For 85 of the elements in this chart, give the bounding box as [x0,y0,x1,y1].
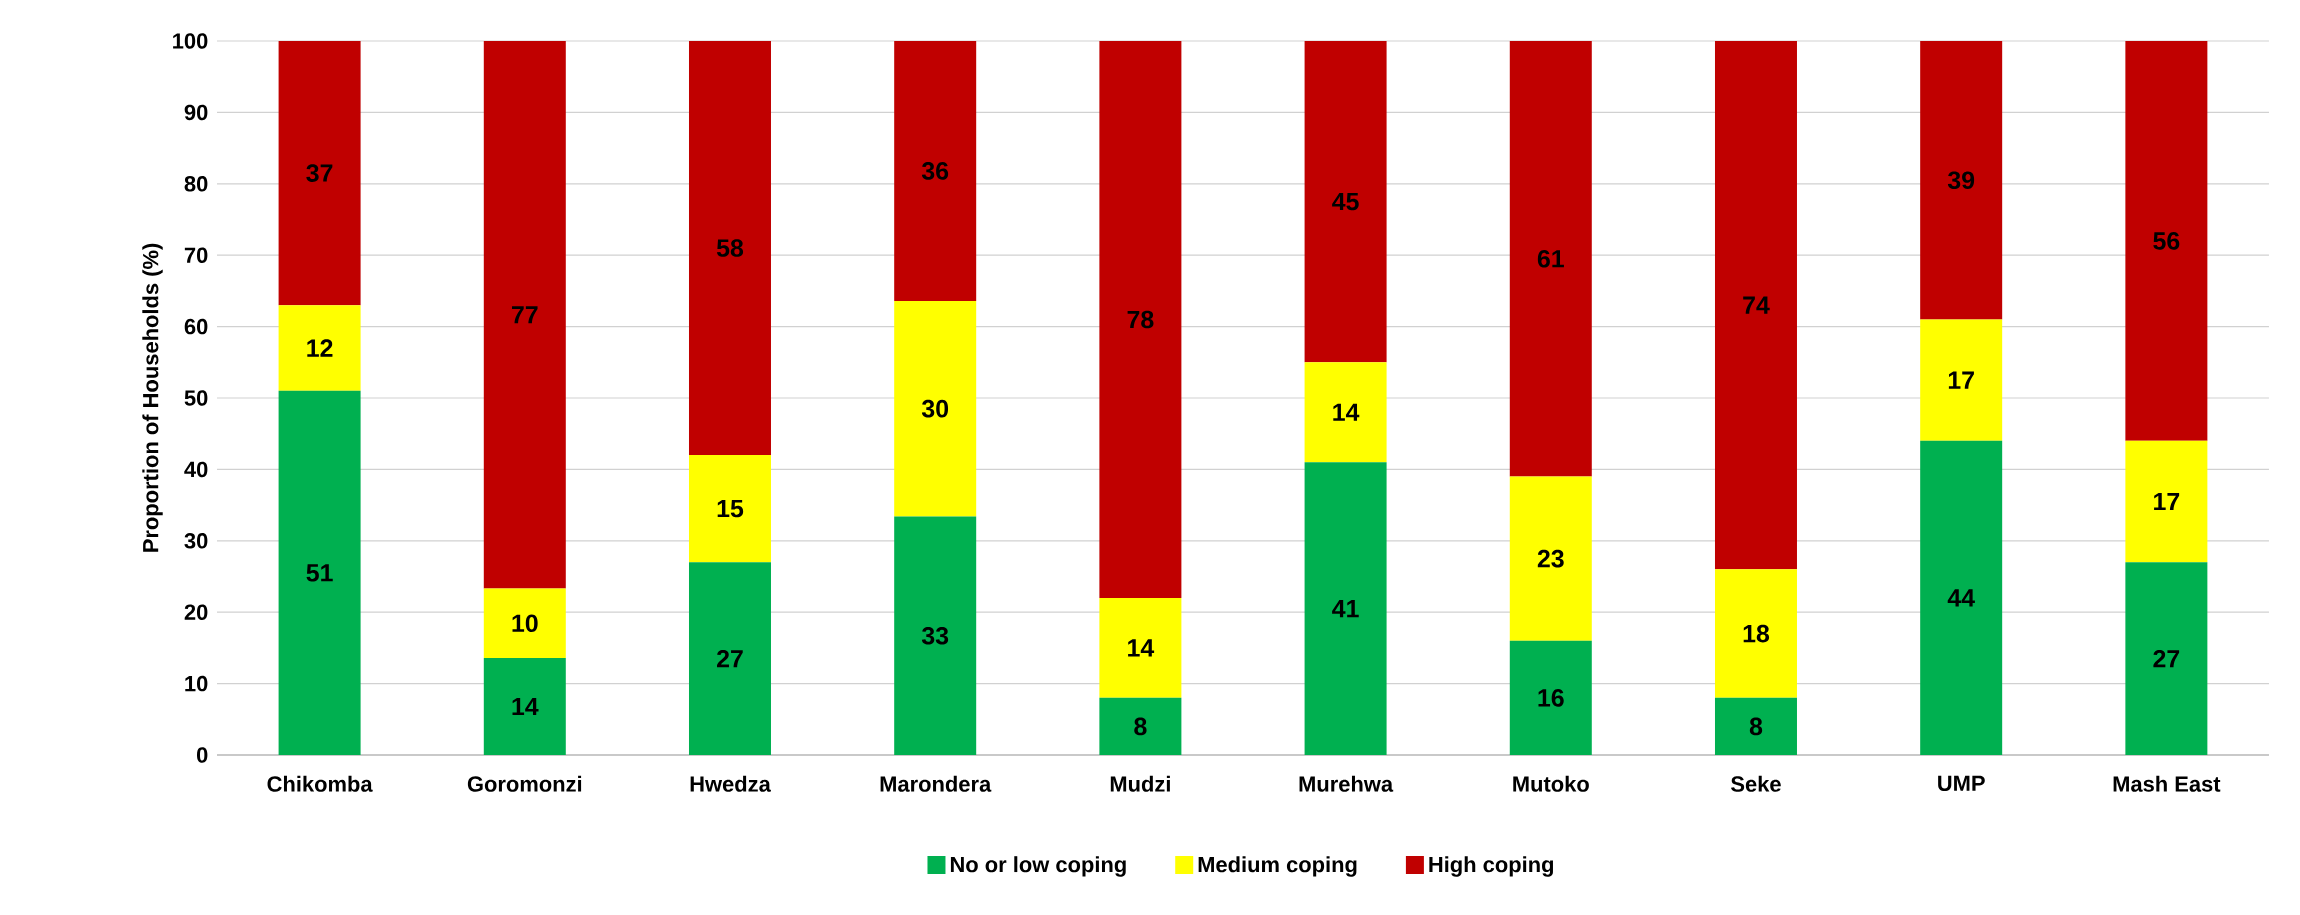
x-tick-label: Hwedza [690,775,771,792]
legend-label: Medium coping [1198,856,1357,877]
data-label: 45 [1332,192,1359,211]
data-label: 51 [306,564,333,582]
bar [1099,597,1182,698]
data-label: 78 [1127,310,1154,329]
data-label: 36 [921,162,949,180]
data-label: 8 [1134,717,1147,736]
data-label: 15 [717,499,744,518]
data-label: 17 [1948,371,1974,389]
y-tick-label: 100 [173,33,208,49]
y-tick-label: 40 [184,461,208,478]
data-label: 8 [1749,717,1763,736]
data-label: 23 [1537,549,1564,568]
bar [1920,40,2003,320]
bar [1920,440,2003,755]
y-tick-label: 80 [184,176,208,192]
bar [278,40,361,306]
legend-label: No or low coping [950,856,1126,877]
x-tick-label: Mash East [2113,775,2221,792]
data-label: 58 [716,239,744,257]
bar [688,40,771,456]
bar [894,516,977,755]
bar [1304,40,1387,363]
y-tick-label: 0 [196,747,208,763]
y-tick-label: 30 [184,533,208,549]
bar [483,657,566,755]
bar [1714,569,1797,698]
data-label: 14 [1128,639,1155,657]
x-tick-label: UMP [1938,775,1985,791]
x-tick-label: Goromonzi [467,775,582,792]
data-label: 14 [1333,403,1360,421]
data-label: 14 [512,697,539,715]
data-label: 10 [512,614,538,633]
y-tick-label: 90 [184,104,208,121]
bar [2125,40,2208,441]
data-label: 18 [1743,624,1770,643]
x-tick-label: Mudzi [1110,775,1170,792]
bar [688,455,771,563]
y-tick-label: 70 [184,247,208,263]
bar [1099,40,1182,598]
y-tick-label: 20 [184,604,208,620]
y-tick-label: 50 [184,390,208,406]
data-label: 37 [306,164,333,182]
bar [2125,562,2208,755]
data-label: 56 [2153,232,2180,250]
bar [1920,319,2003,441]
data-label: 12 [307,339,333,357]
x-tick-label: Mutoko [1513,775,1589,792]
bar [278,390,361,755]
data-label: 44 [1947,589,1975,607]
bar [1714,40,1797,570]
bar [483,588,566,658]
bar [1509,640,1592,755]
bar [1714,697,1797,755]
y-tick-label: 60 [184,318,208,335]
data-label: 77 [512,306,538,324]
data-label: 61 [1537,249,1564,268]
bar [483,40,566,589]
y-tick-label: 10 [185,675,208,692]
y-axis-title: Proportion of Households (%) [142,243,163,552]
bar [1509,476,1592,641]
x-tick-label: Seke [1731,775,1781,792]
bar [2125,440,2208,563]
x-tick-label: Chikomba [267,775,373,792]
bar [1099,697,1182,755]
legend-label: High coping [1429,856,1554,877]
data-label: 39 [1947,171,1975,190]
bar [894,300,977,517]
data-label: 17 [2154,492,2180,511]
data-label: 74 [1743,296,1770,314]
bar [278,305,361,391]
bar [1509,40,1592,477]
bar [894,40,977,301]
data-label: 30 [921,399,949,418]
data-label: 33 [921,626,949,645]
data-label: 27 [717,649,743,668]
bar [1304,462,1387,755]
x-tick-label: Murehwa [1299,775,1394,792]
bar [1304,362,1387,463]
x-tick-label: Marondera [880,775,992,792]
data-label: 41 [1332,600,1359,618]
data-label: 16 [1538,689,1564,707]
bar [688,562,771,755]
data-label: 27 [2153,649,2180,668]
